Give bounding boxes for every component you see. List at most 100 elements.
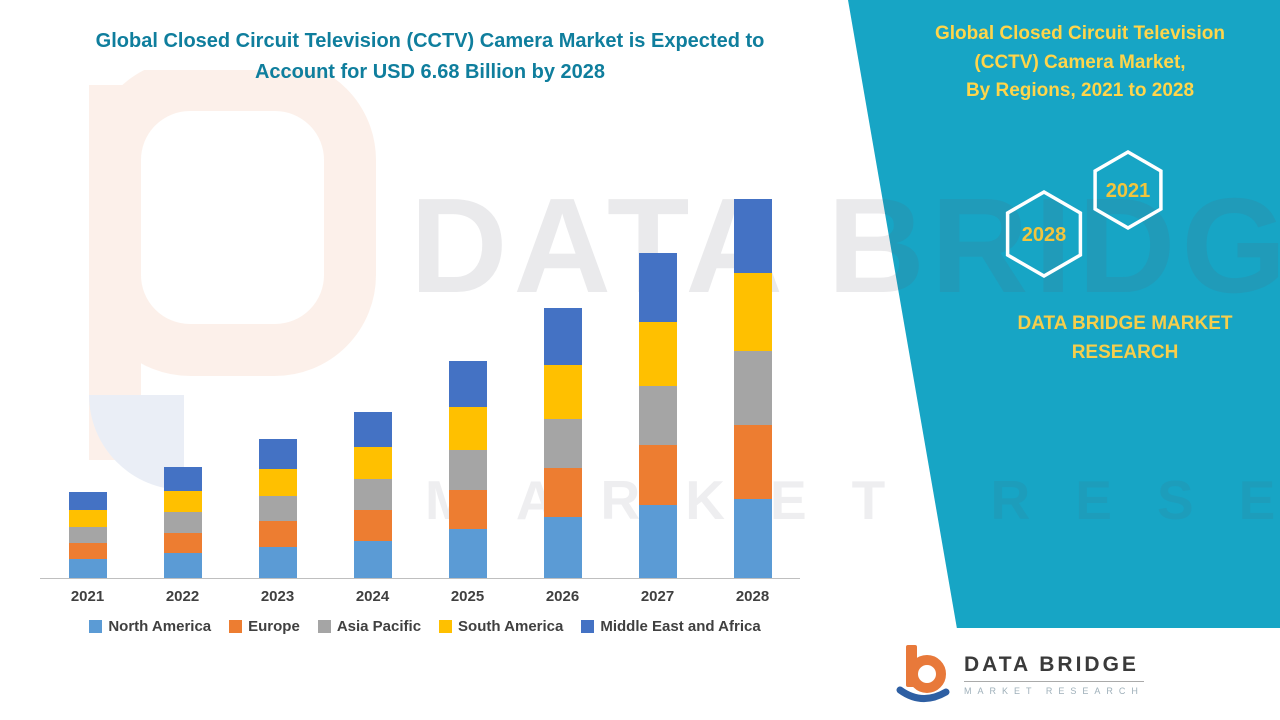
bar-segment-asia-pacific	[258, 495, 297, 522]
legend-swatch	[581, 620, 595, 633]
watermark-logo-stem	[89, 85, 141, 460]
x-axis-label: 2021	[70, 588, 105, 605]
legend-label: Europe	[248, 618, 300, 635]
bar-stack	[448, 360, 487, 578]
bar-segment-asia-pacific	[448, 449, 487, 490]
bar-segment-europe	[353, 510, 392, 541]
bar-segment-north-america	[258, 546, 297, 578]
x-axis-label: 2027	[640, 588, 675, 605]
chart-title: Global Closed Circuit Television (CCTV) …	[95, 30, 765, 83]
x-axis-label: 2026	[545, 588, 580, 605]
bar-stack	[733, 199, 772, 578]
bar-segment-europe	[68, 542, 107, 559]
watermark-logo-swoosh	[89, 395, 184, 490]
bar-stack	[638, 252, 677, 578]
bar-segment-south-america	[353, 446, 392, 480]
legend-label: Asia Pacific	[336, 618, 422, 635]
bar-segment-north-america	[543, 517, 582, 578]
watermark-logo-bowl	[89, 70, 376, 376]
bar-segment-asia-pacific	[163, 512, 202, 533]
bar-column-2025	[420, 196, 515, 578]
bar-segment-middle-east-and-africa	[163, 466, 202, 491]
bar-segment-europe	[163, 532, 202, 553]
bar-segment-south-america	[68, 509, 107, 527]
bar-segment-middle-east-and-africa	[258, 439, 297, 469]
x-axis-label: 2024	[355, 588, 390, 605]
logo-box: DATA BRIDGE MARKET RESEARCH	[880, 628, 1280, 720]
bar-segment-north-america	[163, 553, 202, 578]
bar-segment-asia-pacific	[68, 526, 107, 543]
bar-segment-south-america	[543, 365, 582, 419]
brand-research-text: DATA BRIDGE MARKET RESEARCH	[1017, 313, 1233, 363]
bar-segment-middle-east-and-africa	[733, 199, 772, 273]
x-axis-label: 2025	[450, 588, 485, 605]
bar-segment-asia-pacific	[543, 418, 582, 469]
legend-item: North America	[89, 618, 211, 635]
bar-segment-north-america	[353, 540, 392, 578]
x-axis-labels: 2021 2022 2023 2024 2025 2026 2027 2028	[40, 588, 800, 605]
hexagon-2028	[1005, 189, 1083, 279]
bar-segment-asia-pacific	[353, 479, 392, 511]
bar-segment-south-america	[638, 321, 677, 386]
bar-segment-middle-east-and-africa	[543, 308, 582, 366]
legend-label: Middle East and Africa	[600, 618, 761, 635]
bar-stack	[353, 411, 392, 578]
bar-column-2028	[705, 196, 800, 578]
bar-segment-middle-east-and-africa	[353, 411, 392, 447]
bar-column-2023	[230, 196, 325, 578]
legend: North America Europe Asia Pacific South Ame…	[30, 618, 820, 635]
logo-title: DATA BRIDGE	[964, 653, 1144, 682]
bar-segment-europe	[543, 468, 582, 518]
bar-segment-asia-pacific	[638, 385, 677, 446]
bar-segment-north-america	[733, 498, 772, 578]
bar-segment-europe	[448, 489, 487, 530]
bar-column-2021	[40, 196, 135, 578]
data-bridge-logo-icon	[896, 645, 950, 702]
x-axis-label: 2022	[165, 588, 200, 605]
bar-column-2022	[135, 196, 230, 578]
hexagon-2021-year: 2021	[1106, 180, 1151, 202]
bar-stack	[68, 491, 107, 578]
bar-segment-north-america	[638, 504, 677, 578]
legend-swatch	[317, 620, 331, 633]
bar-stack	[543, 308, 582, 578]
bar-segment-north-america	[68, 558, 107, 578]
bar-column-2024	[325, 196, 420, 578]
bar-segment-south-america	[733, 272, 772, 352]
bar-segment-europe	[638, 445, 677, 505]
bar-column-2026	[515, 196, 610, 578]
legend-swatch	[89, 620, 103, 633]
logo-text: DATA BRIDGE MARKET RESEARCH	[964, 653, 1144, 696]
logo-subtitle: MARKET RESEARCH	[964, 685, 1144, 696]
plot-area	[40, 196, 800, 579]
bar-segment-middle-east-and-africa	[638, 252, 677, 322]
legend-swatch	[439, 620, 453, 633]
right-panel-title: Global Closed Circuit Television (CCTV) …	[935, 23, 1225, 101]
bar-segment-europe	[733, 424, 772, 499]
bar-segment-middle-east-and-africa	[448, 360, 487, 407]
bar-segment-asia-pacific	[733, 351, 772, 425]
hexagon-2028-year: 2028	[1022, 224, 1067, 246]
bar-segment-middle-east-and-africa	[68, 491, 107, 510]
legend-label: North America	[108, 618, 212, 635]
x-axis-label: 2028	[735, 588, 770, 605]
bar-column-2027	[610, 196, 705, 578]
legend-label: South America	[458, 618, 564, 635]
bar-stack	[163, 466, 202, 578]
year-hexagons: 2028 2021	[1005, 149, 1163, 279]
x-axis-label: 2023	[260, 588, 295, 605]
legend-item: South America	[439, 618, 563, 635]
bar-segment-south-america	[258, 468, 297, 496]
legend-item: Middle East and Africa	[581, 618, 761, 635]
legend-item: Asia Pacific	[317, 618, 422, 635]
bar-stack	[258, 439, 297, 578]
bar-segment-europe	[258, 521, 297, 547]
bar-segment-north-america	[448, 529, 487, 578]
watermark-logo	[89, 70, 376, 490]
legend-swatch	[229, 620, 243, 633]
bar-segment-south-america	[163, 490, 202, 513]
bar-segment-south-america	[448, 406, 487, 450]
legend-item: Europe	[229, 618, 300, 635]
logo-swoosh	[896, 686, 950, 702]
